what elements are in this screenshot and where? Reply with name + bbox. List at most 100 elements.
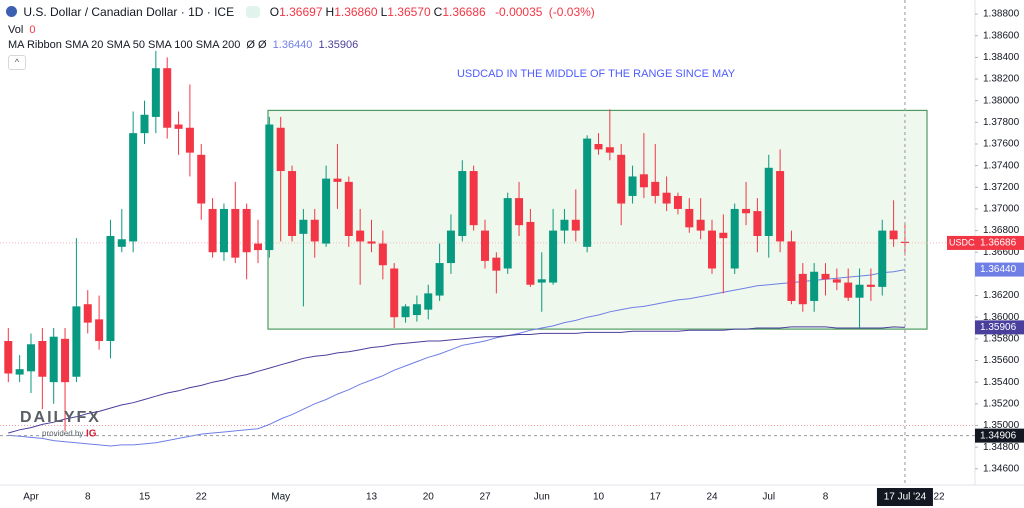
candle-body	[503, 198, 512, 269]
candle-body	[254, 243, 262, 251]
range-box	[267, 109, 928, 330]
candle-body	[776, 171, 785, 242]
candle-body	[367, 241, 376, 244]
ma-tag	[975, 262, 1024, 277]
candle-body	[322, 178, 331, 244]
ma-label: MA Ribbon SMA 20 SMA 50 SMA 100 SMA 200	[8, 39, 241, 51]
candle-body	[492, 257, 501, 271]
y-tick-label: 1.34800	[983, 442, 1020, 453]
y-tick-label: 1.36200	[983, 290, 1020, 301]
crosshair-price-tag	[975, 428, 1024, 443]
x-tick-label: May	[271, 492, 290, 503]
vol-row: Vol 0	[8, 24, 38, 36]
ohlc-label: O	[269, 5, 280, 19]
y-tick-label: 1.38800	[983, 9, 1020, 20]
x-tick-label: 13	[366, 492, 378, 503]
candle-body	[469, 171, 478, 226]
candle-body	[446, 230, 455, 264]
logo: DAILYFX provided by IG	[20, 409, 101, 439]
logo-brand: DAILYFX	[20, 409, 101, 426]
y-tick-label: 1.34600	[983, 463, 1020, 474]
ma-value: 1.35906	[318, 39, 359, 51]
candle-body	[481, 230, 489, 261]
x-tick-label: 17	[650, 492, 662, 503]
candle-body	[889, 230, 898, 240]
candle-body	[583, 138, 592, 247]
ma-line	[8, 269, 905, 447]
candle-body	[617, 154, 626, 204]
candle-body	[719, 232, 728, 239]
y-tick-label: 1.36000	[983, 312, 1020, 323]
ohlc-value: 1.36686	[442, 5, 486, 19]
candle-body	[742, 208, 751, 214]
candle-body	[594, 143, 603, 150]
candle-body	[708, 230, 716, 269]
y-tick-label: 1.38000	[983, 95, 1020, 106]
symbol-tag	[947, 235, 975, 250]
y-tick-label: 1.35400	[983, 377, 1020, 388]
y-tick-label: 1.37400	[983, 160, 1020, 171]
x-tick-label: 10	[593, 492, 605, 503]
y-tick-label: 1.37200	[983, 182, 1020, 193]
y-tick-label: 1.37800	[983, 117, 1020, 128]
candle-body	[344, 181, 353, 237]
ma-flags: Ø Ø	[246, 39, 267, 51]
candle-body	[458, 171, 467, 237]
candle-body	[651, 181, 660, 196]
x-tick-label: 22	[196, 492, 208, 503]
candle-body	[696, 219, 705, 231]
x-tick-label: 27	[479, 492, 491, 503]
candle-body	[560, 219, 569, 231]
candle-body	[265, 124, 274, 251]
y-tick-label: 1.37000	[983, 204, 1020, 215]
ma-label: 1.36440	[980, 264, 1017, 275]
candle-body	[208, 208, 217, 253]
header-row: U.S. Dollar / Canadian Dollar · 1D · ICE…	[6, 5, 598, 19]
y-tick-label: 1.35800	[983, 333, 1020, 344]
ohlc-value: 1.36570	[387, 5, 431, 19]
candle-body	[787, 241, 796, 301]
candle-body	[276, 127, 285, 172]
candle-body	[333, 178, 342, 182]
candle-body	[288, 171, 297, 237]
candle-body	[753, 211, 762, 237]
candle-body	[95, 319, 104, 342]
y-tick-label: 1.37600	[983, 139, 1020, 150]
candle-body	[4, 341, 13, 374]
candle-body	[810, 271, 819, 301]
y-tick-label: 1.36800	[983, 225, 1020, 236]
x-tick-label: 22	[933, 492, 945, 503]
candle-body	[662, 192, 671, 204]
ma-label: 1.35906	[980, 322, 1017, 333]
vol-value: 0	[29, 24, 36, 36]
candle-body	[151, 68, 160, 117]
y-tick-label: 1.35200	[983, 398, 1020, 409]
candle-body	[378, 243, 387, 266]
candle-body	[185, 127, 194, 153]
candle-body	[174, 124, 183, 129]
change: -0.00035	[495, 5, 543, 19]
candle-body	[15, 369, 24, 375]
flag-icon	[6, 6, 17, 17]
candle-body	[242, 208, 251, 253]
candle-body	[117, 239, 126, 247]
status-icon[interactable]	[246, 6, 261, 18]
candle-body	[628, 176, 637, 196]
candle-body	[219, 208, 228, 253]
candle-body	[49, 336, 58, 383]
x-tick-label: Jul	[762, 492, 775, 503]
candle-body	[163, 68, 172, 128]
crosshair-date-tag	[876, 488, 933, 506]
ma-value: 1.36440	[272, 39, 313, 51]
candle-body	[730, 208, 739, 269]
last-price-label: 1.36686	[980, 238, 1017, 249]
candle-body	[356, 230, 365, 242]
logo-provider: provided by	[42, 429, 83, 438]
collapse-button[interactable]: ^	[8, 55, 26, 70]
candle-body	[197, 154, 206, 204]
y-tick-label: 1.38200	[983, 74, 1020, 85]
candle-body	[310, 219, 319, 242]
ohlc: O1.36697 H1.36860 L1.36570 C1.36686	[270, 5, 489, 19]
candle-body	[435, 263, 444, 296]
